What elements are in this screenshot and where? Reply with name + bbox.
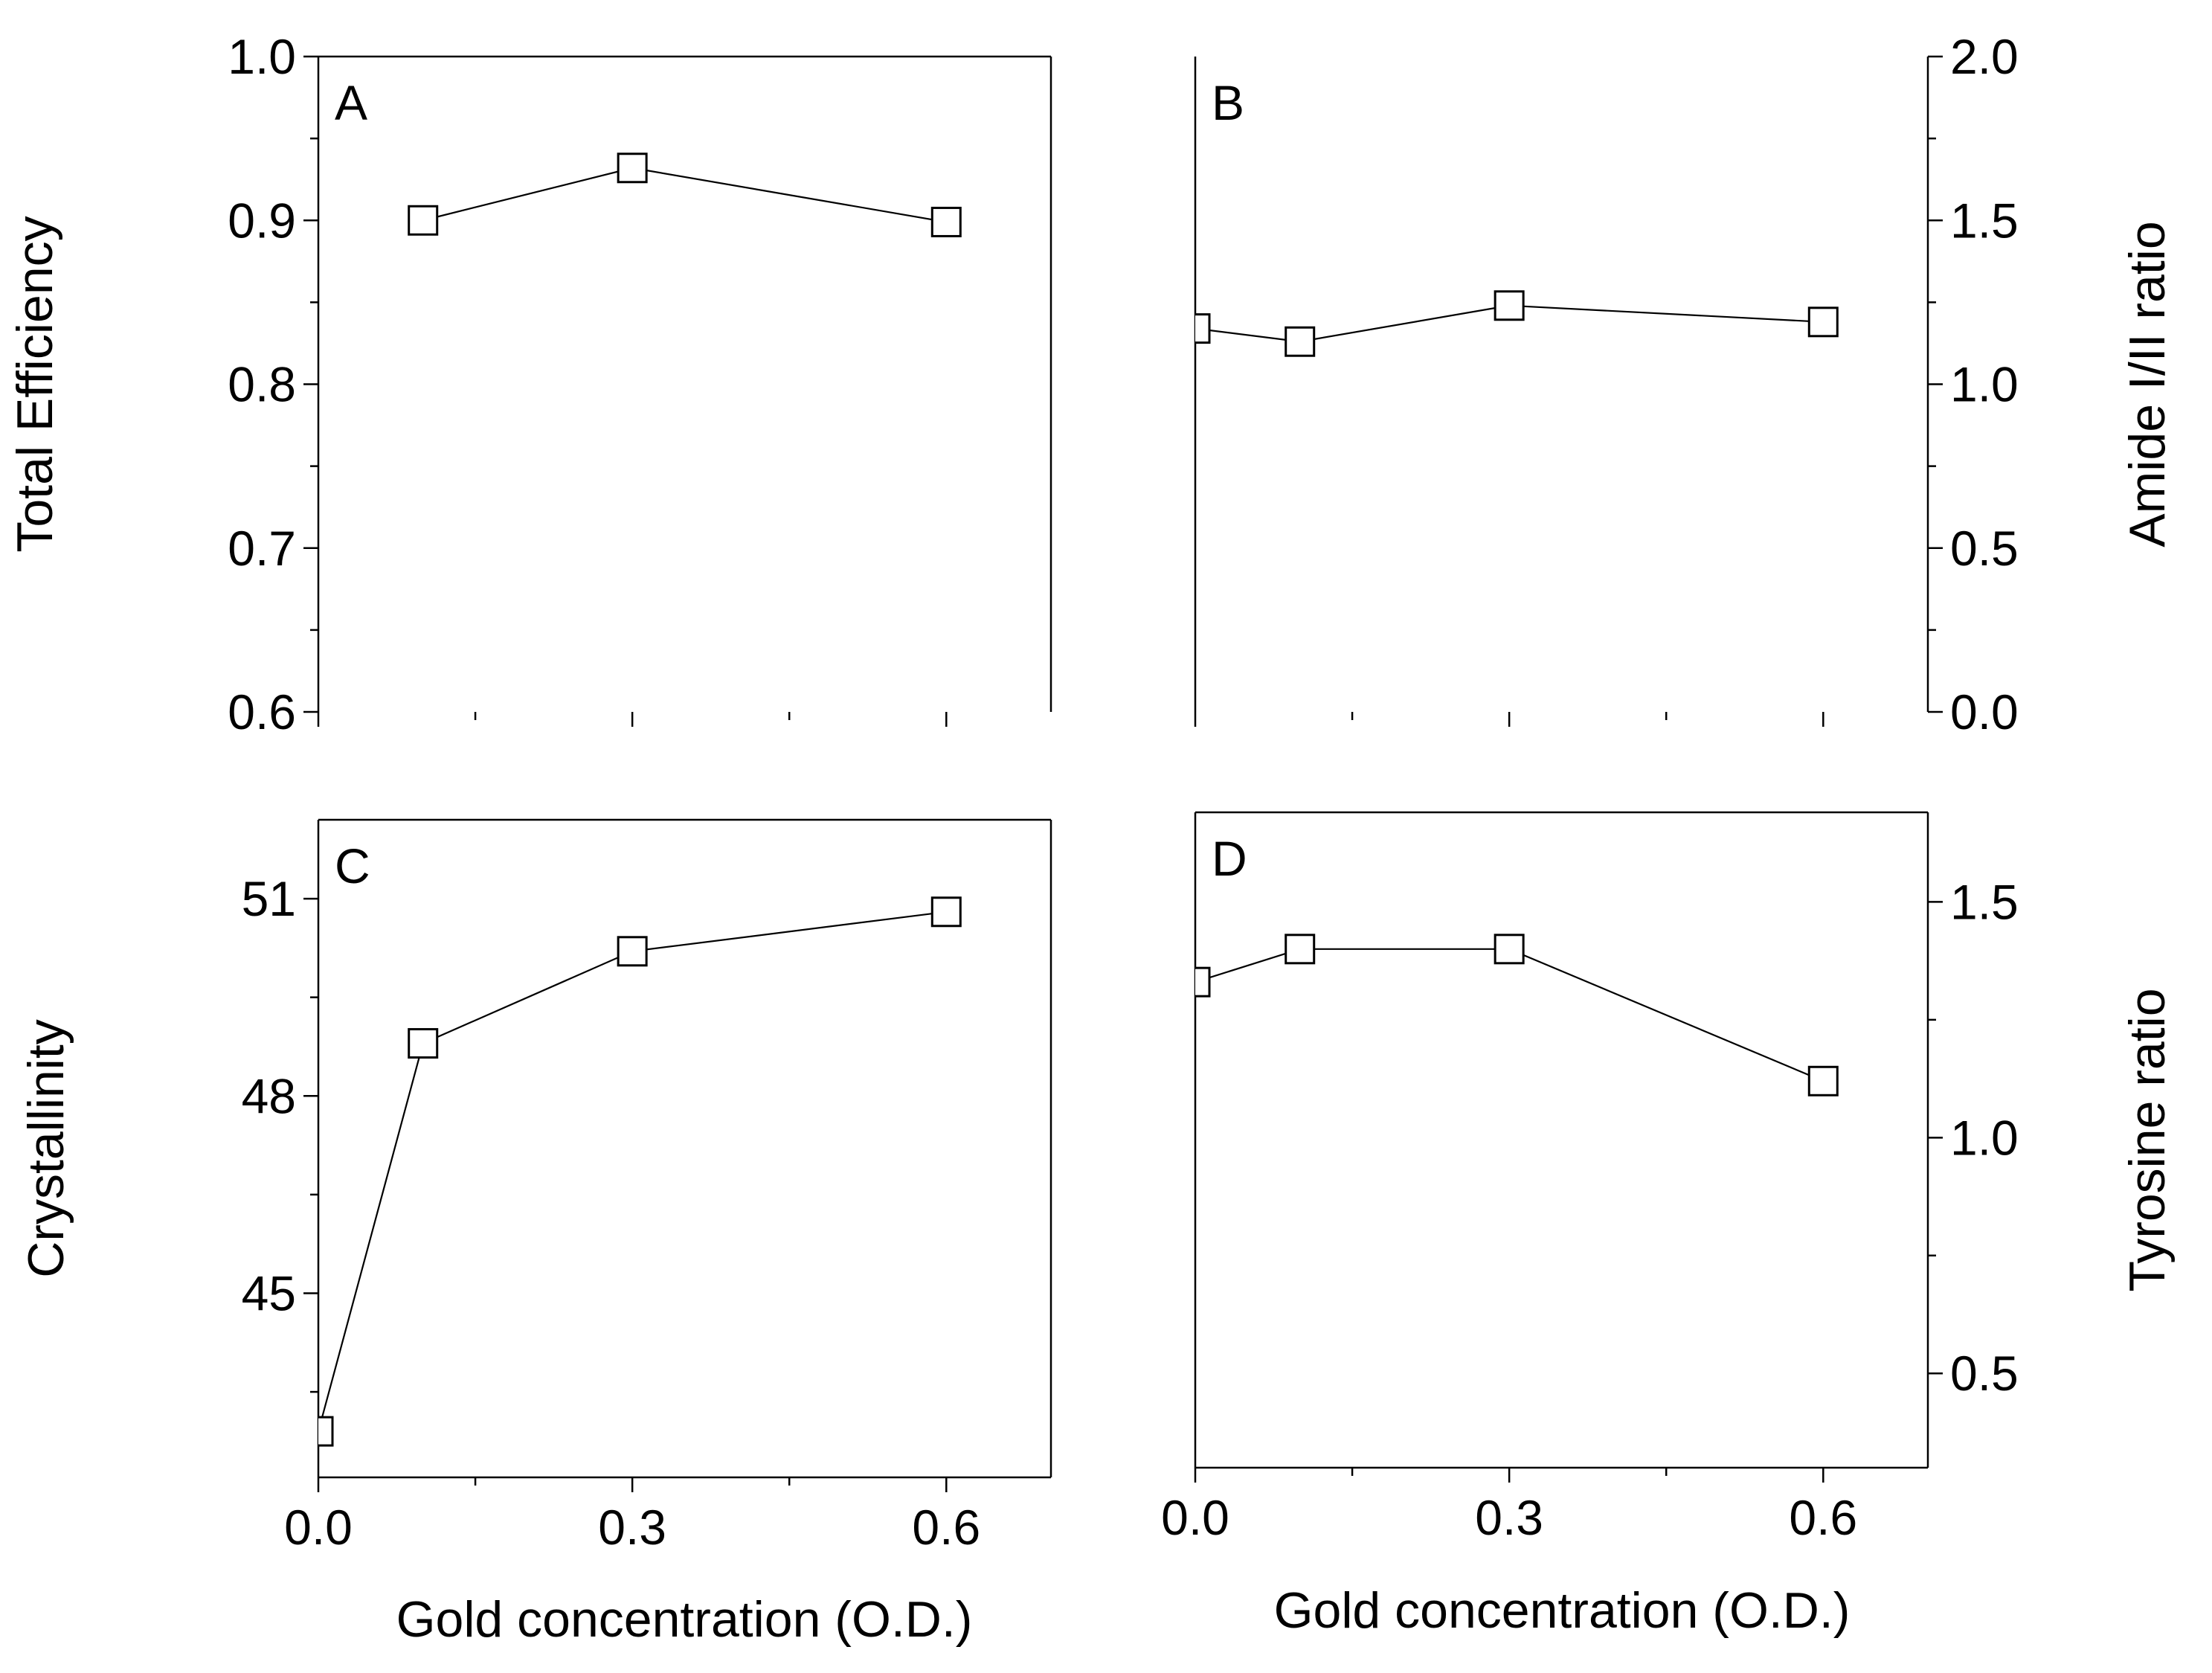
data-point-marker (617, 152, 648, 184)
data-point-marker (408, 1028, 439, 1059)
series-line (318, 911, 947, 1432)
y-tick-label: 2.0 (1950, 29, 2019, 84)
x-tick-label: 0.3 (1475, 1490, 1543, 1545)
y-tick-label: 1.0 (1950, 1110, 2019, 1165)
data-point-marker (1494, 290, 1525, 321)
panel-d: 0.5 1.0 1.5 0.0 0.3 0.6 Tyrosine ratio Gold con… (1161, 811, 2176, 1639)
y-axis-title: Amide I/II ratio (2119, 221, 2176, 547)
x-axis-title: Gold concentration (O.D.) (396, 1591, 973, 1648)
y-axis-title: Tyrosine ratio (2119, 988, 2176, 1291)
series-line (1195, 304, 1824, 343)
x-tick-label: 0.6 (1789, 1490, 1857, 1545)
y-tick-label: 1.5 (1950, 874, 2019, 929)
panel-c: 45 48 51 0.0 0.3 0.6 Crystallinity Gold concent… (18, 818, 1052, 1648)
data-point-marker (1285, 934, 1316, 965)
panel-letter: A (335, 75, 367, 130)
series-group (408, 152, 962, 237)
x-tick-label: 0.0 (284, 1500, 353, 1555)
data-point-marker (1807, 1065, 1839, 1096)
panel-b: 0.0 0.5 1.0 1.5 2.0 Amide I/II ratio B (1194, 29, 2176, 739)
y-tick-label: 1.0 (1950, 357, 2019, 412)
data-point-marker (1195, 313, 1211, 344)
y-tick-label: 1.0 (228, 29, 296, 84)
data-point-marker (930, 206, 962, 237)
y-tick-label: 0.7 (228, 521, 296, 576)
panel-letter: B (1212, 75, 1244, 130)
data-point-marker (930, 896, 962, 928)
y-tick-label: 0.5 (1950, 1346, 2019, 1401)
y-tick-label: 1.5 (1950, 193, 2019, 248)
data-point-marker (617, 936, 648, 967)
y-tick-label: 51 (242, 871, 296, 926)
panel-a: 0.6 0.7 0.8 0.9 1.0 Total Efficiency A (7, 29, 1052, 739)
y-tick-label: 0.0 (1950, 684, 2019, 739)
data-point-marker (1494, 934, 1525, 965)
series-line (422, 167, 947, 223)
y-tick-label: 0.5 (1950, 521, 2019, 576)
data-point-marker (1285, 326, 1316, 357)
y-tick-label: 0.8 (228, 357, 296, 412)
series-line (1195, 948, 1824, 1082)
series-group (1195, 290, 1839, 357)
y-tick-label: 0.6 (228, 684, 296, 739)
series-group (1195, 934, 1839, 1096)
y-axis-title: Total Efficiency (7, 216, 63, 552)
data-point-marker (1195, 966, 1211, 998)
x-tick-label: 0.0 (1161, 1490, 1229, 1545)
data-point-marker (408, 205, 439, 236)
data-point-marker (1807, 306, 1839, 338)
series-group (318, 896, 962, 1447)
y-axis-title: Crystallinity (18, 1019, 74, 1278)
panel-letter: C (335, 838, 370, 893)
y-tick-label: 48 (242, 1068, 296, 1123)
x-tick-label: 0.3 (598, 1500, 666, 1555)
panel-letter: D (1212, 831, 1247, 886)
y-tick-label: 0.9 (228, 193, 296, 248)
y-tick-label: 45 (242, 1265, 296, 1320)
x-axis-title: Gold concentration (O.D.) (1274, 1582, 1851, 1639)
data-point-marker (318, 1416, 334, 1447)
x-tick-label: 0.6 (912, 1500, 980, 1555)
